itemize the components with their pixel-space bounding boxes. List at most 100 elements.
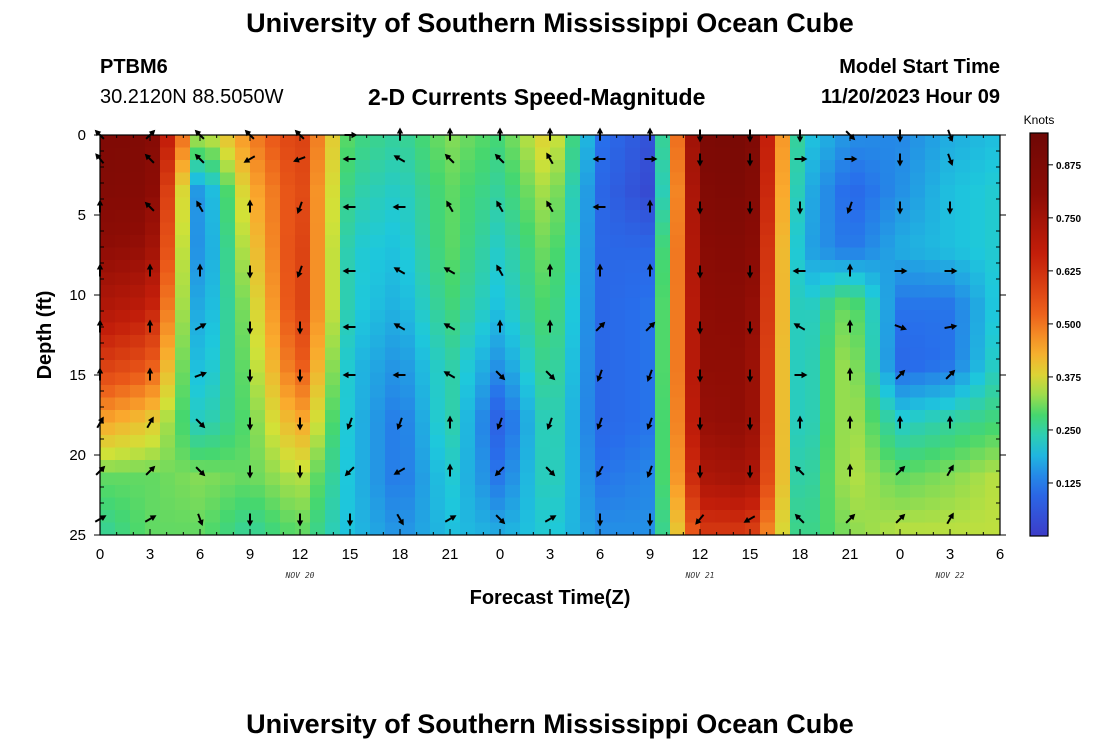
heatmap-cell <box>190 310 206 324</box>
heatmap-cell <box>745 410 761 424</box>
heatmap-cell <box>295 247 311 261</box>
heatmap-cell <box>790 310 806 324</box>
heatmap-cell <box>805 485 821 499</box>
heatmap-cell <box>955 460 971 474</box>
heatmap-cell <box>190 285 206 299</box>
heatmap-cell <box>580 472 596 486</box>
heatmap-cell <box>850 510 866 524</box>
heatmap-cell <box>640 385 656 399</box>
heatmap-cell <box>175 447 191 461</box>
heatmap-cell <box>415 447 431 461</box>
arrow-head <box>246 376 254 383</box>
arrow-head <box>696 376 704 383</box>
x-tick-label: 6 <box>996 546 1004 563</box>
heatmap-cell <box>700 397 716 411</box>
heatmap-cell <box>775 160 791 174</box>
heatmap-cell <box>745 310 761 324</box>
heatmap-cell <box>865 160 881 174</box>
heatmap-cell <box>235 372 251 386</box>
heatmap-cell <box>565 422 581 436</box>
heatmap-cell <box>670 435 686 449</box>
heatmap-cell <box>115 160 131 174</box>
heatmap-cell <box>610 135 626 149</box>
heatmap-cell <box>160 197 176 211</box>
heatmap-cell <box>790 335 806 349</box>
heatmap-cell <box>955 210 971 224</box>
heatmap-cell <box>865 485 881 499</box>
heatmap-cell <box>325 147 341 161</box>
heatmap-cell <box>850 460 866 474</box>
heatmap-cell <box>865 247 881 261</box>
heatmap-cell <box>625 360 641 374</box>
heatmap-cell <box>145 247 161 261</box>
heatmap-cell <box>265 472 281 486</box>
heatmap-cell <box>730 147 746 161</box>
heatmap-cell <box>430 147 446 161</box>
heatmap-cell <box>205 347 221 361</box>
heatmap-cell <box>850 485 866 499</box>
heatmap-cell <box>370 447 386 461</box>
heatmap-cell <box>835 435 851 449</box>
arrow-head <box>646 127 654 134</box>
heatmap-cell <box>250 410 266 424</box>
heatmap-cell <box>760 385 776 399</box>
current-arrow <box>195 466 206 477</box>
heatmap-cell <box>445 160 461 174</box>
current-arrow <box>696 201 704 215</box>
arrow-head <box>396 423 403 430</box>
heatmap-cell <box>925 360 941 374</box>
heatmap-cell <box>595 347 611 361</box>
heatmap-cell <box>460 222 476 236</box>
heatmap-cell <box>685 285 701 299</box>
heatmap-cell <box>655 360 671 374</box>
heatmap-cell <box>175 285 191 299</box>
heatmap-cell <box>445 497 461 511</box>
heatmap-cell <box>850 297 866 311</box>
arrow-head <box>546 319 554 326</box>
heatmap-cell <box>595 410 611 424</box>
heatmap-cell <box>655 260 671 274</box>
heatmap-cell <box>955 310 971 324</box>
arrow-head <box>548 469 556 477</box>
heatmap-cell <box>835 372 851 386</box>
arrow-head <box>846 207 853 214</box>
heatmap-cell <box>730 322 746 336</box>
heatmap-cell <box>910 222 926 236</box>
heatmap-cell <box>250 160 266 174</box>
heatmap-cell <box>790 485 806 499</box>
heatmap-cell <box>820 310 836 324</box>
heatmap-cell <box>190 135 206 149</box>
heatmap-cell <box>190 522 206 535</box>
heatmap-cell <box>670 472 686 486</box>
heatmap-cell <box>895 172 911 186</box>
heatmap-cell <box>250 422 266 436</box>
heatmap-cell <box>670 497 686 511</box>
heatmap-cell <box>775 322 791 336</box>
current-arrow <box>342 203 356 211</box>
heatmap-cell <box>115 185 131 199</box>
heatmap-cell <box>565 297 581 311</box>
heatmap-cell <box>745 297 761 311</box>
heatmap-cell <box>895 435 911 449</box>
heatmap-cell <box>325 310 341 324</box>
heatmap-cell <box>250 285 266 299</box>
arrow-head <box>246 520 254 527</box>
heatmap-cell <box>505 460 521 474</box>
heatmap-cell <box>760 360 776 374</box>
heatmap-cell <box>250 447 266 461</box>
heatmap-cell <box>505 222 521 236</box>
current-arrow <box>746 417 754 431</box>
arrow-head <box>496 200 502 208</box>
heatmap-cell <box>160 522 176 535</box>
heatmap-cell <box>265 185 281 199</box>
current-arrow <box>243 155 256 163</box>
arrow-head <box>946 208 954 215</box>
heatmap-cell <box>400 385 416 399</box>
heatmap-cell <box>340 172 356 186</box>
heatmap-cell <box>505 197 521 211</box>
heatmap-cell <box>820 160 836 174</box>
heatmap-cell <box>625 422 641 436</box>
heatmap-cell <box>310 272 326 286</box>
heatmap-cell <box>415 222 431 236</box>
arrow-head <box>95 153 102 160</box>
